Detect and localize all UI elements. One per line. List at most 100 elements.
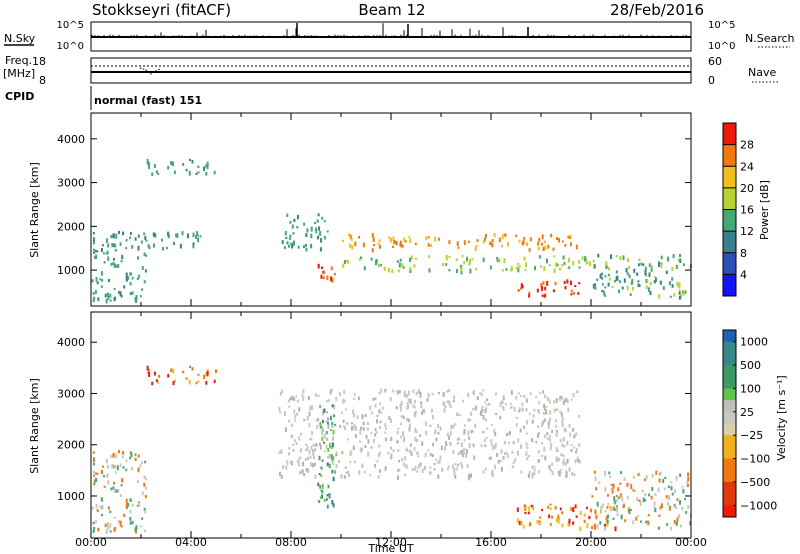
velocity-colorbar-step <box>723 470 736 483</box>
freq-label-line2: [MHz] <box>3 67 35 80</box>
x-tick-label: 00:00 <box>75 536 107 549</box>
velocity-colorbar-step <box>723 505 736 518</box>
power-colorbar-step <box>723 209 736 232</box>
velocity-colorbar-step <box>723 423 736 436</box>
nsearch-label: N.Search <box>745 32 795 45</box>
velocity-echo-regions <box>91 365 692 535</box>
power-colorbar-step <box>723 252 736 275</box>
velocity-colorbar-step <box>723 353 736 366</box>
nsky-left-tick-top: 10^5 <box>57 20 84 31</box>
velocity-colorbar-step <box>723 493 736 506</box>
nsky-spikes <box>91 23 690 37</box>
power-colorbar-step <box>723 274 736 297</box>
velocity-colorbar-label: Velocity [m s⁻¹] <box>775 375 788 460</box>
velocity-colorbar-step <box>723 446 736 460</box>
freq-right-tick-bottom: 0 <box>708 74 715 87</box>
velocity-echo-region <box>146 365 217 386</box>
power-echo-region <box>281 213 329 252</box>
power-echo-region <box>91 230 148 304</box>
nsky-right-tick-top: 10^5 <box>708 20 735 31</box>
power-colorbar-step <box>723 187 736 210</box>
power-echo-region <box>342 254 591 275</box>
velocity-colorbar-step <box>723 435 736 448</box>
velocity-y-ticks: 1000 2000 3000 4000 <box>57 336 691 503</box>
velocity-colorbar-tick-label: 1000 <box>740 336 768 349</box>
velocity-colorbar-tick-label: 25 <box>740 406 754 419</box>
power-y-ticks: 1000 2000 3000 4000 <box>57 133 691 277</box>
velocity-colorbar-step <box>723 330 736 343</box>
cpid-label: CPID <box>5 90 34 103</box>
velocity-y-tick-label: 1000 <box>57 490 85 503</box>
nsky-panel: N.Sky 10^5 10^0 10^5 10^0 N.Search <box>4 20 795 52</box>
freq-left-tick-top: 18 <box>32 55 46 68</box>
x-tick-label: 20:00 <box>575 536 607 549</box>
x-axis-label: Time UT <box>367 542 413 554</box>
freq-label-line1: Freq. <box>5 54 32 67</box>
velocity-echo-region <box>516 503 618 532</box>
power-colorbar-tick-label: 16 <box>740 204 754 217</box>
nsky-label: N.Sky <box>4 32 36 45</box>
power-y-tick-label: 3000 <box>57 177 85 190</box>
power-y-tick-label: 2000 <box>57 220 85 233</box>
beam-title: Beam 12 <box>358 1 425 19</box>
velocity-colorbar-step <box>723 400 736 413</box>
power-colorbar-step <box>723 166 736 189</box>
velocity-colorbar-step <box>723 481 736 495</box>
velocity-echo-region <box>278 388 581 481</box>
nave-label: Nave <box>748 66 776 79</box>
power-panel: 1000 2000 3000 4000 Slant Range [km] 4 8 12 16… <box>28 112 771 307</box>
power-echo-regions <box>91 158 692 304</box>
power-echo-region <box>143 231 202 251</box>
velocity-colorbar-step <box>723 365 736 378</box>
power-colorbar-tick-label: 4 <box>740 268 747 281</box>
velocity-colorbar-step <box>723 458 736 471</box>
velocity-echo-region <box>91 450 148 535</box>
nsky-left-tick-bottom: 10^0 <box>57 41 84 52</box>
power-colorbar-step <box>723 231 736 254</box>
velocity-colorbar-step <box>723 411 736 424</box>
velocity-colorbar-step <box>723 388 736 401</box>
time-x-ticks: 00:00 04:00 08:00 12:00 16:00 20:00 00:00 <box>75 312 707 549</box>
velocity-y-tick-label: 2000 <box>57 439 85 452</box>
power-colorbar-tick-label: 12 <box>740 225 754 238</box>
power-echo-region <box>146 158 216 176</box>
nsky-right-tick-bottom: 10^0 <box>708 41 735 52</box>
station-title: Stokkseyri (fitACF) <box>92 1 231 19</box>
velocity-colorbar-tick-label: 500 <box>740 359 761 372</box>
power-colorbar-step <box>723 144 736 167</box>
velocity-colorbar-tick-label: −1000 <box>740 499 777 512</box>
power-colorbar: 4 8 12 16 20 24 28 <box>722 122 754 297</box>
velocity-colorbar-step <box>723 376 736 389</box>
x-tick-label: 00:00 <box>675 536 707 549</box>
velocity-colorbar-tick-label: −500 <box>740 476 770 489</box>
freq-panel: Freq. [MHz] 18 8 60 0 Nave <box>3 54 778 87</box>
velocity-y-tick-label: 3000 <box>57 387 85 400</box>
velocity-y-tick-label: 4000 <box>57 336 85 349</box>
cpid-value: normal (fast) 151 <box>94 94 202 107</box>
x-tick-label: 04:00 <box>175 536 207 549</box>
velocity-panel: 1000 2000 3000 4000 00:00 04:00 08:00 12:00 16:… <box>28 311 788 554</box>
velocity-echo-region <box>317 404 338 509</box>
power-y-axis-label: Slant Range [km] <box>28 162 41 258</box>
power-colorbar-tick-label: 8 <box>740 247 747 260</box>
power-echo-region <box>317 263 336 283</box>
freq-right-tick-top: 60 <box>708 55 722 68</box>
velocity-y-axis-label: Slant Range [km] <box>28 378 41 474</box>
power-colorbar-tick-label: 24 <box>740 160 754 173</box>
x-tick-label: 16:00 <box>475 536 507 549</box>
cpid-panel: CPID normal (fast) 151 <box>5 86 202 110</box>
power-echo-region <box>342 233 578 253</box>
power-colorbar-tick-label: 20 <box>740 182 754 195</box>
velocity-colorbar-tick-label: −100 <box>740 453 770 466</box>
velocity-colorbar-tick-label: 100 <box>740 382 761 395</box>
velocity-colorbar: 1000 500 100 25 −25 −100 −500 −1000 <box>722 329 777 518</box>
velocity-colorbar-tick-label: −25 <box>740 429 763 442</box>
date-title: 28/Feb/2016 <box>610 1 704 19</box>
power-echo-region <box>517 279 581 299</box>
velocity-colorbar-step <box>723 341 736 354</box>
power-colorbar-step <box>723 123 736 146</box>
power-colorbar-label: Power [dB] <box>758 180 771 240</box>
x-tick-label: 12:00 <box>375 536 407 549</box>
power-y-tick-label: 4000 <box>57 133 85 146</box>
